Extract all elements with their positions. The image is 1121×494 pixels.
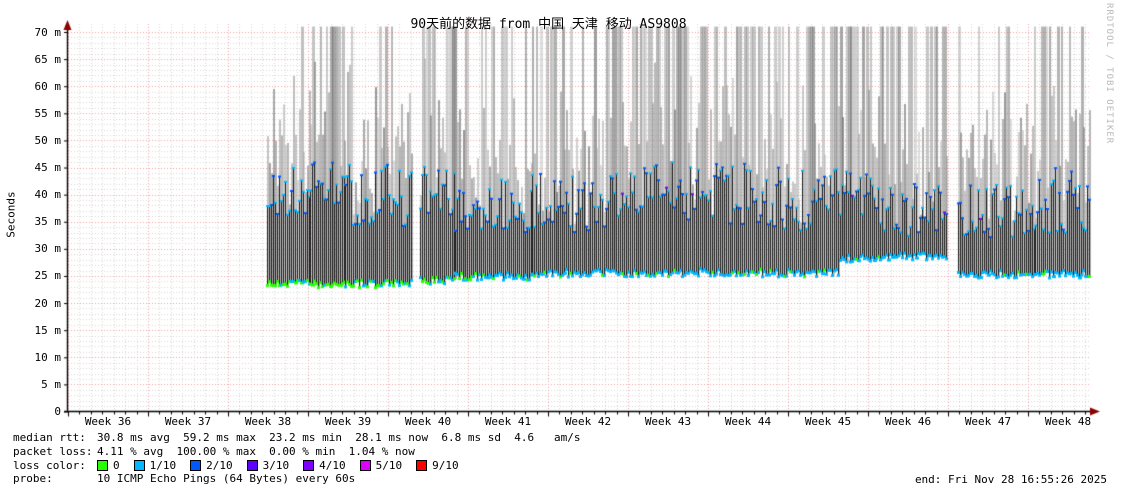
loss-legend-item-label: 1/10 xyxy=(149,458,177,472)
packet-loss-row: packet loss: 4.11 % avg 100.00 % max 0.0… xyxy=(13,445,580,459)
loss-legend-item: 4/10 xyxy=(303,459,346,472)
y-tick-label: 65 m xyxy=(34,52,62,66)
loss-legend-item-label: 4/10 xyxy=(319,458,346,472)
loss-color-swatch-1 xyxy=(133,459,145,471)
loss-legend-item: 9/10 xyxy=(416,459,459,472)
loss-legend-item: 0 xyxy=(97,459,120,472)
y-tick-label: 55 m xyxy=(34,106,62,120)
y-tick-label: 20 m xyxy=(34,296,62,310)
probe-value: 10 ICMP Echo Pings (64 Bytes) every 60s xyxy=(97,472,356,486)
y-tick-label: 45 m xyxy=(34,161,62,175)
y-tick-label: 15 m xyxy=(34,323,62,337)
loss-color-row: loss color: 0 1/10 2/10 3/10 4/10 5/10 9… xyxy=(13,458,580,472)
loss-color-swatch-2 xyxy=(190,459,202,471)
loss-legend-item-label: 2/10 xyxy=(206,458,233,472)
y-tick-label: 60 m xyxy=(34,79,62,93)
x-tick-label: Week 48 xyxy=(1044,415,1092,428)
probe-row: probe: 10 ICMP Echo Pings (64 Bytes) eve… xyxy=(13,472,580,486)
legend: median rtt: 30.8 ms avg 59.2 ms max 23.2… xyxy=(13,431,580,486)
y-tick-label: 30 m xyxy=(34,242,62,256)
x-tick-label: Week 39 xyxy=(324,415,372,428)
loss-color-label: loss color: xyxy=(13,458,86,472)
loss-color-swatch-6 xyxy=(416,459,428,471)
y-tick-label: 25 m xyxy=(34,269,62,283)
y-tick-label: 10 m xyxy=(34,350,62,364)
probe-label: probe: xyxy=(13,472,53,486)
x-tick-label: Week 37 xyxy=(164,415,212,428)
y-tick-label: 35 m xyxy=(34,215,62,229)
packet-loss-values: 4.11 % avg 100.00 % max 0.00 % min 1.04 … xyxy=(97,445,415,459)
end-timestamp: end: Fri Nov 28 16:55:26 2025 xyxy=(914,473,1107,486)
y-tick-label: 5 m xyxy=(41,377,61,391)
loss-legend-item: 1/10 xyxy=(133,458,177,472)
x-tick-label: Week 42 xyxy=(564,415,612,428)
y-tick-label: 40 m xyxy=(34,188,62,202)
x-tick-label: Week 47 xyxy=(964,415,1012,428)
loss-legend-item-label: 3/10 xyxy=(262,458,290,472)
y-tick-label: 50 m xyxy=(34,133,62,147)
chart-title: 90天前的数据 from 中国 天津 移动 AS9808 xyxy=(410,17,687,32)
x-tick-label: Week 40 xyxy=(404,415,452,428)
x-tick-label: Week 41 xyxy=(484,415,532,428)
x-tick-label: Week 46 xyxy=(884,415,932,428)
x-tick-label: Week 36 xyxy=(84,415,132,428)
loss-legend-item-label: 0 xyxy=(113,458,120,472)
x-tick-label: Week 44 xyxy=(724,415,772,428)
x-tick-label: Week 43 xyxy=(644,415,692,428)
loss-legend-item-label: 5/10 xyxy=(375,458,403,472)
median-rtt-row: median rtt: 30.8 ms avg 59.2 ms max 23.2… xyxy=(13,431,580,445)
y-tick-label: 70 m xyxy=(34,25,62,39)
loss-legend-item: 2/10 xyxy=(190,459,233,472)
y-tick-label: 0 xyxy=(54,405,61,418)
median-rtt-label: median rtt: xyxy=(13,431,86,445)
rrdtool-watermark: RRDTOOL / TOBI OETIKER xyxy=(1104,3,1114,145)
loss-color-swatch-5 xyxy=(359,459,371,471)
packet-loss-label: packet loss: xyxy=(13,445,93,459)
loss-color-swatch-0 xyxy=(97,459,108,471)
x-tick-label: Week 45 xyxy=(804,415,852,428)
loss-color-swatch-4 xyxy=(303,459,315,471)
loss-color-swatch-3 xyxy=(246,459,258,471)
loss-legend-item-label: 9/10 xyxy=(432,458,459,472)
loss-legend-item: 3/10 xyxy=(246,458,290,472)
x-tick-label: Week 38 xyxy=(244,415,292,428)
median-rtt-values: 30.8 ms avg 59.2 ms max 23.2 ms min 28.1… xyxy=(97,431,581,445)
loss-legend-item: 5/10 xyxy=(359,458,403,472)
